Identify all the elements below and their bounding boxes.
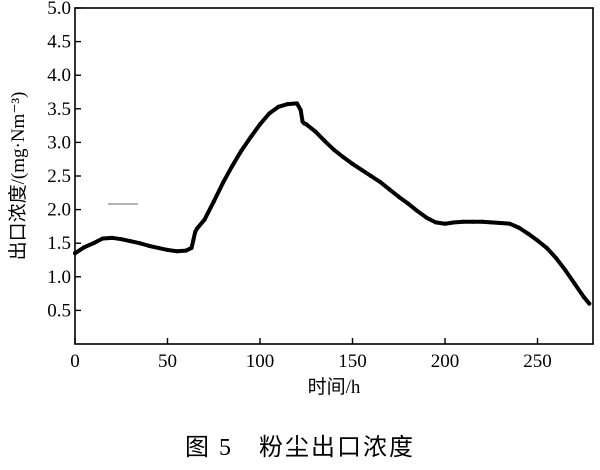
series-line <box>73 101 592 306</box>
data-point <box>369 174 373 178</box>
data-point <box>91 241 96 246</box>
data-point <box>230 163 235 168</box>
y-tick-label: 1.0 <box>47 267 71 288</box>
data-point <box>189 245 194 250</box>
data-point <box>498 221 503 226</box>
y-tick-label: 4.5 <box>47 32 71 53</box>
data-point <box>517 225 521 230</box>
data-point <box>424 215 429 220</box>
x-tick-label: 250 <box>523 351 552 372</box>
y-tick-label: 0.5 <box>47 300 71 321</box>
y-tick-label: 4.0 <box>47 65 71 86</box>
data-point <box>587 301 592 306</box>
data-point <box>295 101 299 106</box>
data-point <box>276 104 281 109</box>
data-point <box>387 187 392 192</box>
data-point <box>322 139 327 144</box>
data-point <box>433 220 438 225</box>
x-axis: 0 50 100 150 200 250 <box>70 338 552 372</box>
x-tick-label: 0 <box>70 351 80 372</box>
y-tick-label: 2.5 <box>47 166 71 187</box>
y-axis-title: 出口浓度/(mg·Nm⁻³) <box>7 92 29 261</box>
data-point <box>267 111 272 116</box>
data-point <box>202 217 207 222</box>
plot-frame <box>74 7 594 345</box>
y-tick-label: 5.0 <box>47 0 71 19</box>
figure-caption: 图 5 粉尘出口浓度 <box>185 434 415 461</box>
data-point <box>119 237 124 242</box>
data-point <box>285 102 290 107</box>
data-point <box>359 167 364 172</box>
y-tick-label: 3.5 <box>47 99 71 120</box>
data-point <box>100 236 105 241</box>
data-point <box>73 251 77 256</box>
data-point <box>443 221 447 226</box>
data-point <box>147 243 151 248</box>
data-point <box>535 238 540 243</box>
data-point <box>396 194 401 199</box>
data-point <box>470 219 475 224</box>
data-point <box>165 247 170 252</box>
data-point <box>82 245 87 250</box>
data-point <box>184 248 188 253</box>
data-point <box>415 208 420 213</box>
data-point <box>248 135 253 140</box>
data-point <box>195 226 200 231</box>
data-point <box>239 148 244 153</box>
data-point <box>137 241 142 246</box>
data-point <box>526 231 531 236</box>
y-tick-label: 2.0 <box>47 200 71 221</box>
y-tick-label: 1.5 <box>47 233 71 254</box>
data-point <box>544 245 549 250</box>
data-point <box>128 239 133 244</box>
data-point <box>461 219 466 224</box>
data-point <box>193 229 198 234</box>
data-point <box>304 122 309 127</box>
data-point <box>563 268 568 273</box>
data-point <box>313 129 318 134</box>
data-point <box>406 201 410 206</box>
y-tick-label: 3.0 <box>47 132 71 153</box>
data-point <box>489 220 494 225</box>
data-point <box>507 221 512 226</box>
data-point <box>258 122 262 127</box>
data-point <box>332 147 336 152</box>
data-point <box>572 281 577 286</box>
series-points <box>73 101 592 306</box>
data-point <box>350 161 355 166</box>
data-point <box>211 199 216 204</box>
data-point <box>191 237 196 242</box>
data-point <box>480 219 484 224</box>
data-point <box>156 245 161 250</box>
data-point <box>341 155 346 160</box>
data-point <box>452 220 457 225</box>
data-point <box>378 180 383 185</box>
x-tick-label: 150 <box>338 351 367 372</box>
y-axis: 0.5 1.0 1.5 2.0 2.5 3.0 3.5 4.0 4.5 5.0 <box>47 0 81 321</box>
x-axis-title: 时间/h <box>308 376 361 398</box>
data-point <box>554 255 558 260</box>
x-tick-label: 200 <box>431 351 460 372</box>
data-point <box>581 294 586 299</box>
x-tick-label: 100 <box>246 351 275 372</box>
data-point <box>110 235 114 240</box>
data-point <box>174 249 179 254</box>
x-tick-label: 50 <box>158 351 177 372</box>
data-point <box>298 108 303 113</box>
data-point <box>221 180 225 185</box>
